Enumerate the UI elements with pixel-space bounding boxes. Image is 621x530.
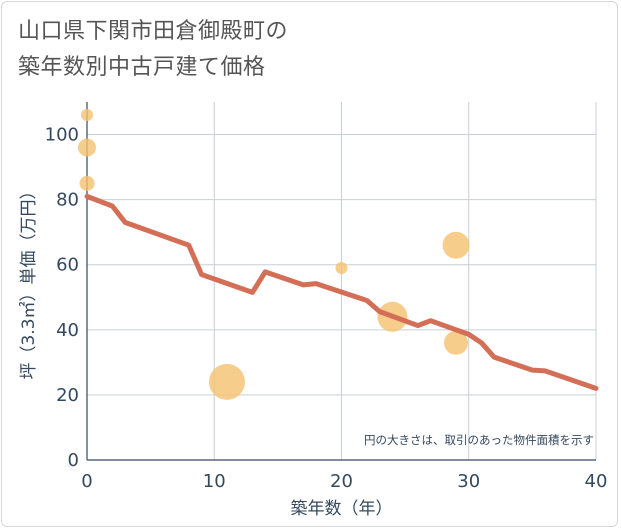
chart-title-line-2: 築年数別中古戸建て価格 [18,55,266,80]
line-series [84,193,599,391]
chart-title-line-1: 山口県下関市田倉御殿町の [18,19,289,44]
tick-labels: 0 10 20 30 40 0 20 40 60 80 100 [45,125,608,492]
y-axis-title: 坪（3.3㎡）単価（万円） [19,182,39,379]
y-tick-label: 40 [56,320,79,341]
y-tick-label: 60 [56,255,79,276]
bubble-size-note: 円の大きさは、取引のあった物件面積を示す [364,433,594,447]
bubble-series [78,109,470,400]
x-axis-title: 築年数（年） [291,499,393,519]
y-tick-label: 100 [45,125,79,146]
x-tick-label: 20 [330,471,353,492]
bubble-point [444,330,469,355]
grid-lines [87,102,597,460]
bubble-point [78,138,96,157]
bubble-point [208,363,245,400]
x-tick-label: 40 [585,471,608,492]
x-tick-label: 0 [81,471,92,492]
axes [86,102,596,461]
y-tick-label: 80 [56,190,79,211]
bubble-point [335,261,348,274]
bubble-point [79,175,95,191]
price-trend-line [84,193,599,391]
bubble-point [81,109,93,122]
x-tick-label: 10 [203,471,226,492]
x-tick-label: 30 [457,471,480,492]
y-tick-label: 0 [68,450,79,471]
chart-title: 山口県下関市田倉御殿町の 築年数別中古戸建て価格 [18,14,288,86]
y-tick-label: 20 [56,385,79,406]
bubble-point [442,231,470,259]
